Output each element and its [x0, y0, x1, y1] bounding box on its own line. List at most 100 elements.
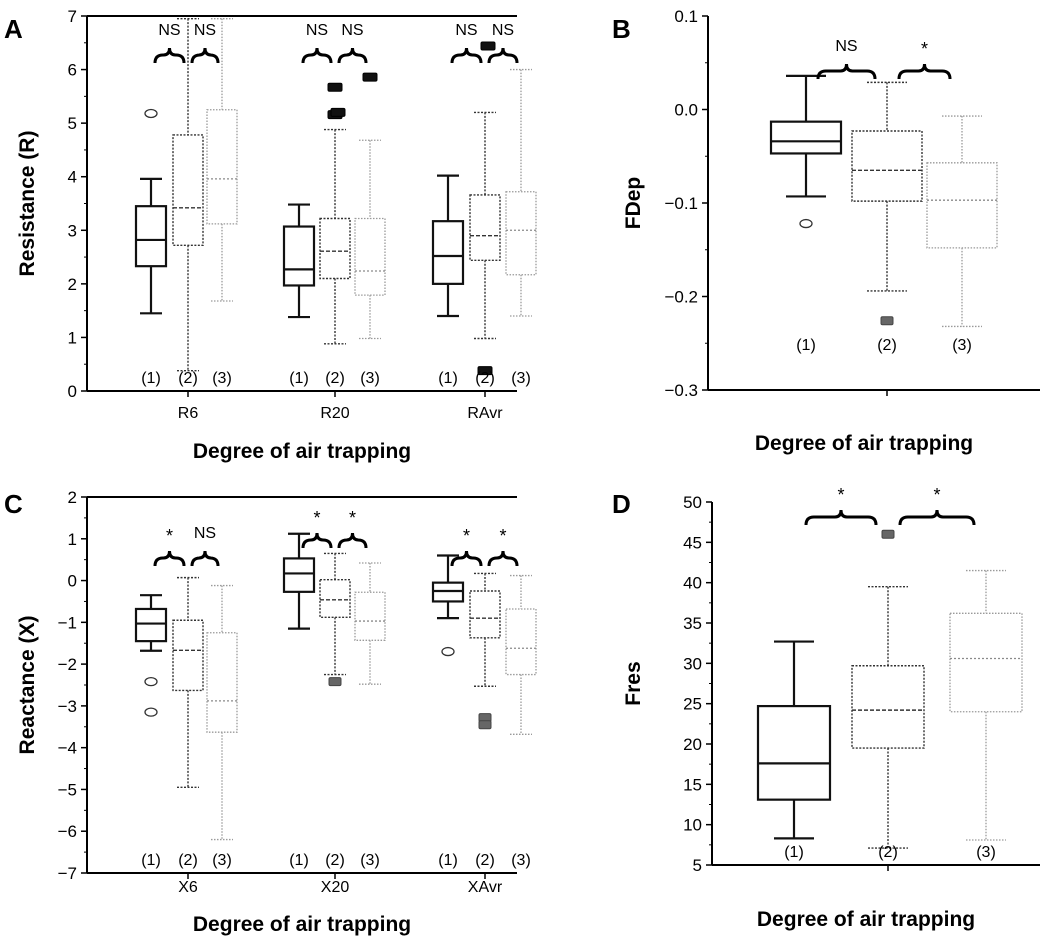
- box-iqr: [134, 205, 168, 268]
- box-iqr: [505, 191, 537, 276]
- panel-letter-c: C: [4, 489, 23, 519]
- significance-bracket: [337, 532, 368, 549]
- y-tick-label: 0.1: [674, 7, 698, 26]
- group-number-label: (1): [289, 852, 309, 869]
- significance-label: NS: [194, 525, 216, 542]
- box: (1): [431, 554, 465, 869]
- chart-b: −0.3 −0.2 −0.1 0.0 0.1 FDep Degree of air trap…: [622, 7, 1040, 455]
- x-axis-label: Degree of air trapping: [193, 440, 411, 463]
- y-tick-label: 5: [693, 856, 702, 875]
- y-tick-label: 0: [68, 382, 77, 401]
- y-tick-label: −7: [58, 864, 77, 883]
- panel-a: A 0 1 2 3 4 5 6 7 Resistance (R) Degree of air tr…: [0, 0, 540, 470]
- group-number-label: (3): [511, 370, 531, 387]
- y-tick-label: 15: [683, 775, 702, 794]
- outlier-marker: [799, 218, 813, 229]
- box-iqr: [926, 162, 998, 249]
- box-group: X6 (1) (2) (3) * NS: [134, 525, 238, 896]
- box-iqr: [354, 591, 386, 641]
- box: (2): [172, 576, 204, 869]
- box: (2): [319, 82, 351, 387]
- y-tick-label: 4: [68, 168, 77, 187]
- significance-label: NS: [492, 22, 514, 39]
- y-axis-label: Fres: [622, 661, 645, 705]
- significance-bracket: [450, 550, 483, 567]
- box-iqr: [172, 619, 204, 692]
- box: (1): [134, 108, 168, 387]
- group-number-label: (1): [141, 370, 161, 387]
- box: (1): [769, 74, 843, 354]
- y-tick-label: 0.0: [674, 101, 698, 120]
- group-number-label: (1): [796, 337, 816, 354]
- significance-label: NS: [341, 22, 363, 39]
- box: (1): [134, 594, 168, 869]
- x-tick-label: X6: [178, 879, 198, 896]
- significance-label: *: [837, 485, 844, 505]
- y-tick-label: 0: [68, 572, 77, 591]
- y-tick-label: −0.1: [664, 194, 698, 213]
- y-tick-label: 3: [68, 221, 77, 240]
- panel-b: B −0.3 −0.2 −0.1 0.0 0.1 FDep Degree of air tr…: [600, 0, 1049, 470]
- significance-bracket: [301, 532, 333, 549]
- group-number-label: (2): [877, 337, 897, 354]
- panel-letter-a: A: [4, 14, 23, 44]
- y-tick-label: −2: [58, 655, 77, 674]
- x-axis-label: Degree of air trapping: [755, 432, 973, 455]
- box-iqr: [469, 194, 501, 261]
- y-tick-label: 7: [68, 7, 77, 26]
- y-tick-label: 2: [68, 275, 77, 294]
- box-iqr: [469, 590, 501, 639]
- outlier-marker: [144, 108, 158, 119]
- box: (3): [926, 115, 998, 354]
- significance-label: *: [166, 526, 173, 546]
- box-iqr: [282, 557, 316, 593]
- box-group: X20 (1) (2) (3) * *: [282, 508, 386, 896]
- x-tick-label: X20: [321, 879, 350, 896]
- group-number-label: (1): [438, 852, 458, 869]
- box-group: R20 (1) (2) (3) NS NS: [282, 22, 386, 422]
- panel-letter-d: D: [612, 489, 631, 519]
- x-tick-label: RAvr: [467, 405, 503, 422]
- box: (1): [756, 640, 832, 861]
- group-number-label: (1): [141, 852, 161, 869]
- significance-bracket: [487, 550, 519, 567]
- y-tick-label: −3: [58, 697, 77, 716]
- box-iqr: [354, 217, 386, 296]
- y-tick-label: 40: [683, 574, 702, 593]
- box-iqr: [206, 109, 238, 225]
- outlier-marker: [880, 316, 894, 326]
- panel-letter-b: B: [612, 14, 631, 44]
- box-iqr: [851, 130, 923, 202]
- y-tick-label: 1: [68, 530, 77, 549]
- box-iqr: [206, 632, 238, 733]
- box: (3): [949, 569, 1023, 861]
- x-tick-label: XAvr: [468, 879, 503, 896]
- axes: −0.3 −0.2 −0.1 0.0 0.1 FDep Degree of air trap…: [622, 7, 1040, 455]
- box: (3): [505, 68, 537, 387]
- outlier-marker: [328, 677, 342, 687]
- x-axis-label: Degree of air trapping: [193, 913, 411, 936]
- y-tick-label: −0.3: [664, 381, 698, 400]
- chart-a: 0 1 2 3 4 5 6 7 Resistance (R) Degree of air trap…: [16, 7, 537, 463]
- y-tick-label: 10: [683, 816, 702, 835]
- significance-label: *: [463, 526, 470, 546]
- y-tick-label: 35: [683, 614, 702, 633]
- box: (3): [505, 574, 537, 869]
- axes: −7 −6 −5 −4 −3 −2 −1 0 1 2 Reactance (X) Degree of …: [16, 488, 517, 936]
- significance-bracket: [487, 47, 519, 64]
- box-group: XAvr (1) (2) (3) * *: [431, 526, 537, 896]
- significance-label: NS: [158, 22, 180, 39]
- group-number-label: (2): [475, 852, 495, 869]
- y-tick-label: 50: [683, 493, 702, 512]
- box: (2): [319, 552, 351, 869]
- significance-bracket: [190, 47, 220, 64]
- y-tick-label: 30: [683, 654, 702, 673]
- panel-c: C −7 −6 −5 −4 −3 −2 −1 0 1 2 Reactance (X) Degree o…: [0, 475, 540, 944]
- significance-label: NS: [306, 22, 328, 39]
- box-iqr: [505, 608, 537, 676]
- box-iqr: [282, 225, 316, 287]
- box-group: (1) (2) (3) NS *: [769, 38, 998, 396]
- group-number-label: (2): [178, 852, 198, 869]
- significance-bracket: [190, 550, 220, 567]
- box-iqr: [431, 220, 465, 285]
